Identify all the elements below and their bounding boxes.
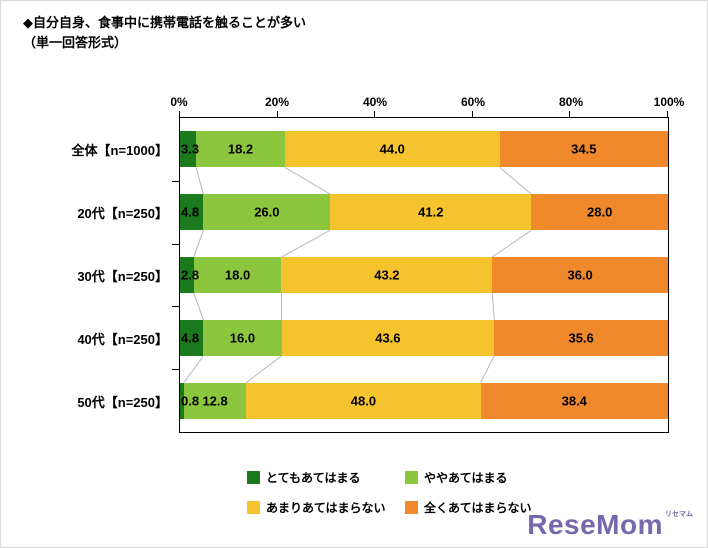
bar-value-label: 43.6	[375, 330, 401, 346]
bar-value-label: 3.3	[181, 141, 200, 157]
bar-value-label: 0.8	[181, 393, 200, 409]
bar-row: 2.8 18.0 43.2 36.0	[180, 257, 668, 293]
bar-segment: 3.3	[180, 131, 200, 168]
x-axis-tick	[471, 111, 473, 117]
bar-row: 0.8 12.8 48.0 38.4	[180, 382, 668, 419]
bar-segment: 18.0	[193, 257, 282, 293]
category-label: 20代【n=250】	[77, 206, 168, 222]
bar-segment: 41.2	[330, 194, 532, 231]
bar-segment: 43.2	[281, 257, 493, 293]
plot-area: 3.3 18.2 44.0 34.5 4.8 26.0 41.2 28.0 2.8 18.0 43.…	[172, 111, 669, 433]
bar-segment: 44.0	[284, 131, 500, 168]
legend-label: とてもあてはまる	[266, 471, 361, 485]
bar-value-label: 34.5	[571, 141, 597, 157]
bar-segment: 43.6	[281, 319, 495, 356]
x-axis-label: 80%	[558, 95, 584, 109]
chart-title: ◆自分自身、食事中に携帯電話を触ることが多い （単一回答形式）	[23, 13, 306, 53]
x-axis-label: 40%	[362, 95, 388, 109]
x-axis-label: 100%	[653, 95, 685, 109]
bar-value-label: 48.0	[350, 393, 377, 409]
resemom-logo-text: ReseMom	[527, 509, 663, 540]
bar-value-label: 38.4	[561, 393, 587, 409]
x-axis-tick	[276, 111, 278, 117]
legend-swatch-icon	[247, 471, 260, 484]
bar-value-label: 44.0	[379, 141, 405, 157]
legend-swatch-icon	[405, 471, 418, 484]
x-axis-tick	[374, 111, 376, 117]
category-label: 50代【n=250】	[77, 394, 168, 410]
bar-segment: 18.2	[196, 131, 285, 168]
y-axis-category-labels: 全体【n=1000】 20代【n=250】 30代【n=250】 40代【n=250】…	[1, 117, 173, 433]
bar-value-label: 4.8	[181, 204, 200, 220]
bar-segment: 0.8	[180, 382, 199, 419]
legend-item: ややあてはまる	[405, 469, 585, 486]
legend-swatch-icon	[247, 501, 260, 514]
category-label: 全体【n=1000】	[71, 143, 168, 159]
bar-value-label: 41.2	[418, 204, 444, 220]
bar-row: 3.3 18.2 44.0 34.5	[180, 131, 668, 168]
y-axis-tick	[172, 306, 179, 308]
bar-segment: 28.0	[531, 194, 668, 231]
bar-segment: 34.5	[499, 131, 668, 168]
bar-value-label: 36.0	[567, 267, 593, 283]
chart-title-line2: （単一回答形式）	[23, 35, 128, 51]
legend-label: 全くあてはまらない	[424, 501, 532, 515]
legend-label: ややあてはまる	[424, 471, 508, 485]
y-axis-tick	[172, 369, 179, 371]
bar-segment: 48.0	[246, 382, 481, 419]
bar-value-label: 26.0	[254, 204, 280, 220]
bar-segment: 35.6	[494, 319, 668, 356]
x-axis-tick	[179, 111, 180, 117]
bar-segment: 4.8	[180, 319, 204, 356]
x-axis-tick	[667, 111, 668, 117]
bar-segment: 12.8	[183, 382, 247, 419]
category-label: 40代【n=250】	[77, 331, 168, 347]
category-label: 30代【n=250】	[77, 269, 168, 284]
bar-segment: 16.0	[203, 319, 282, 356]
chart-title-line1: ◆自分自身、食事中に携帯電話を触ることが多い	[23, 15, 306, 30]
bar-value-label: 18.2	[227, 141, 254, 157]
resemom-logo: ReseMom リセマム	[527, 511, 693, 539]
legend: とてもあてはまる ややあてはまる あまりあてはまらない 全くあてはまらない	[247, 469, 585, 516]
x-axis-label: 20%	[264, 95, 290, 109]
bar-value-label: 4.8	[181, 330, 200, 346]
y-axis-tick	[172, 180, 179, 182]
x-axis-tick	[569, 111, 571, 117]
resemom-logo-subtext: リセマム	[665, 511, 693, 518]
bar-segment: 38.4	[480, 382, 668, 419]
bar-value-label: 28.0	[587, 204, 613, 220]
bar-value-label: 12.8	[202, 393, 228, 409]
legend-item: あまりあてはまらない	[247, 499, 405, 516]
legend-item: 全くあてはまらない	[405, 499, 585, 516]
bar-value-label: 35.6	[568, 330, 594, 346]
bar-segment: 36.0	[492, 257, 668, 293]
bar-segment: 26.0	[203, 194, 331, 231]
bar-row: 4.8 16.0 43.6 35.6	[180, 319, 668, 356]
bar-row: 4.8 26.0 41.2 28.0	[180, 194, 668, 231]
legend-item: とてもあてはまる	[247, 469, 405, 486]
x-axis-label: 0%	[170, 95, 188, 109]
x-axis: 0% 20% 40% 60% 80% 100%	[170, 89, 684, 109]
legend-label: あまりあてはまらない	[266, 501, 386, 515]
bar-value-label: 2.8	[181, 267, 200, 283]
bar-segment: 2.8	[180, 257, 199, 293]
bar-segment: 4.8	[180, 194, 204, 231]
y-axis-tick	[172, 243, 179, 245]
x-axis-label: 60%	[460, 95, 486, 109]
legend-swatch-icon	[405, 501, 418, 514]
bar-value-label: 16.0	[229, 330, 256, 346]
bar-value-label: 43.2	[374, 267, 400, 283]
bar-value-label: 18.0	[224, 267, 251, 283]
